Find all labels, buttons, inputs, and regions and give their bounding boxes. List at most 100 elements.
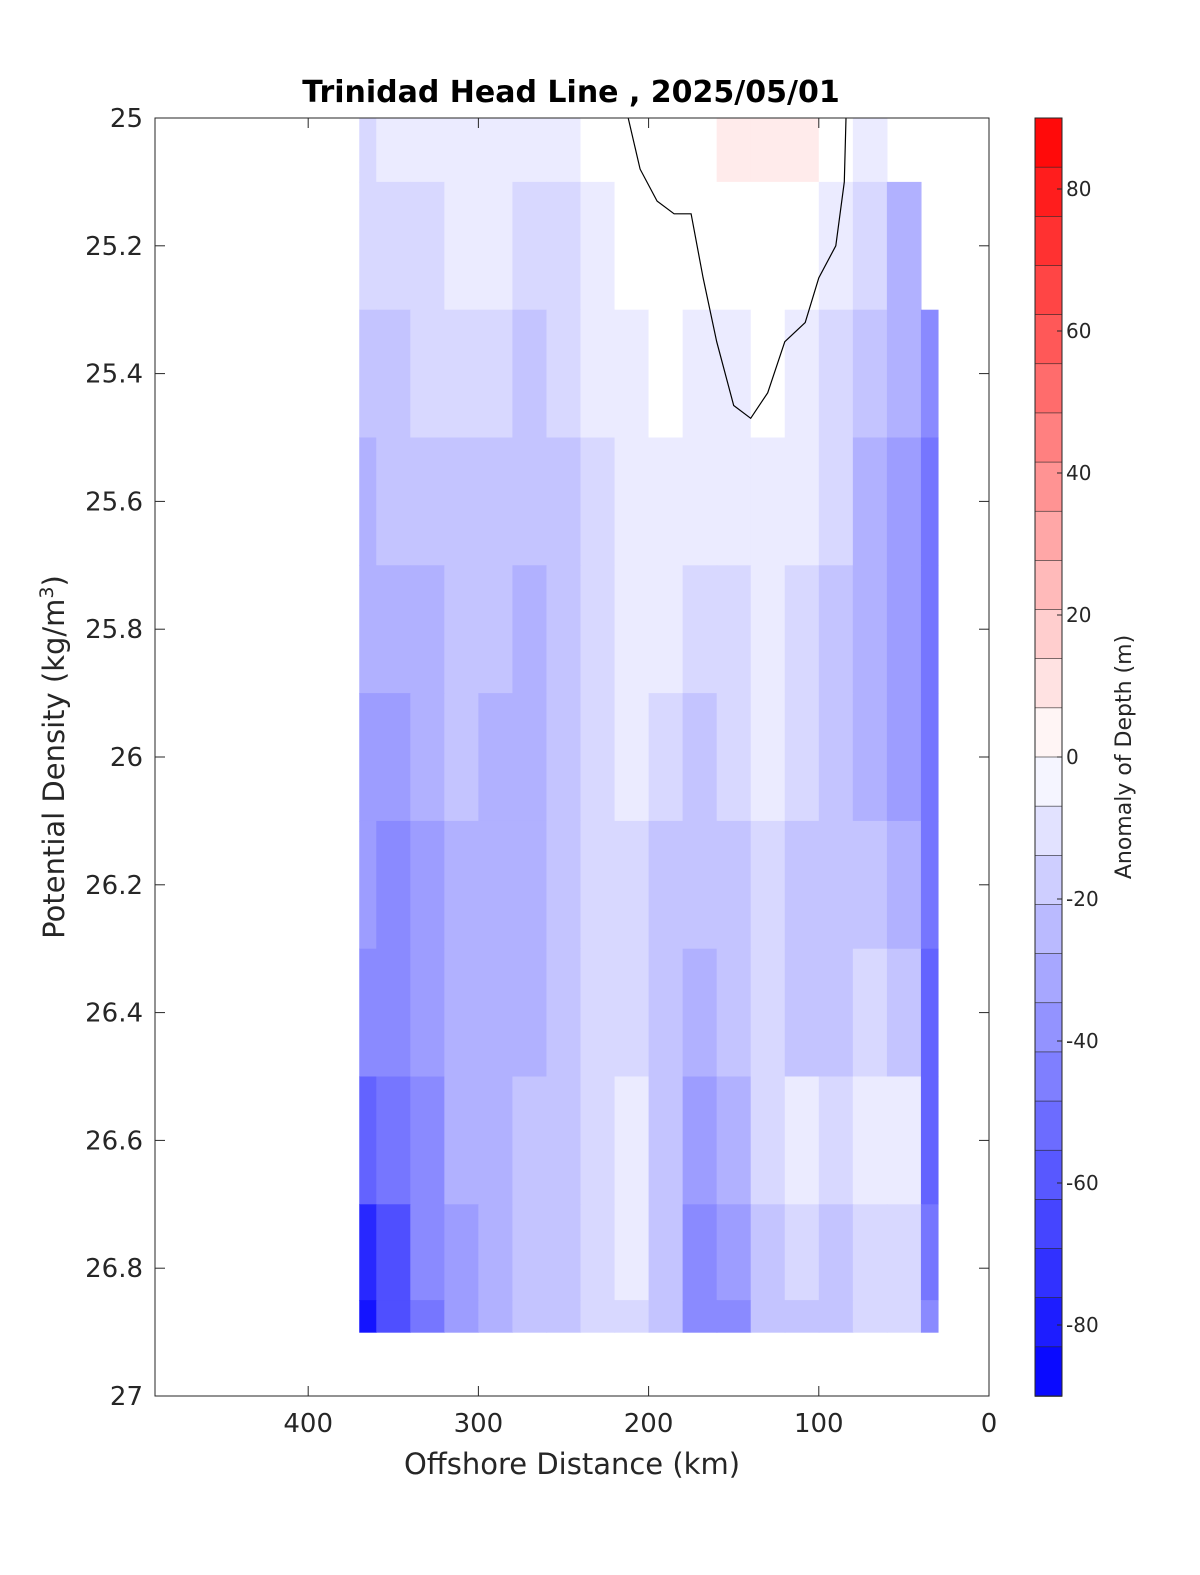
- heatmap-cell: [920, 309, 939, 439]
- y-axis-label: Potential Density (kg/m3): [36, 575, 71, 939]
- heatmap-cell: [648, 1204, 684, 1301]
- heatmap-cell: [852, 1076, 888, 1205]
- heatmap-cell: [886, 1300, 922, 1333]
- heatmap-cell: [682, 181, 718, 311]
- heatmap-cell: [648, 309, 684, 439]
- heatmap-cell: [512, 948, 548, 1078]
- heatmap-cell: [478, 181, 514, 311]
- heatmap-cell: [784, 309, 820, 439]
- heatmap-cell: [478, 309, 514, 439]
- heatmap-cell: [818, 437, 854, 566]
- colorbar-tick-label: 80: [1066, 177, 1091, 201]
- heatmap-cell: [546, 1204, 582, 1301]
- heatmap-cell: [614, 565, 650, 694]
- heatmap-cell: [376, 309, 411, 439]
- colorbar-tick-label: 60: [1066, 319, 1091, 343]
- heatmap-cell: [359, 1204, 377, 1301]
- colorbar-band: [1034, 756, 1063, 807]
- y-tick-label: 25.2: [85, 232, 143, 262]
- x-tick-label: 400: [283, 1409, 333, 1439]
- heatmap-cell: [512, 309, 548, 439]
- colorbar-band: [1034, 117, 1063, 168]
- heatmap-cell: [648, 118, 684, 183]
- heatmap-cell: [546, 1300, 582, 1333]
- heatmap-cell: [376, 118, 411, 183]
- y-axis-label-sup: 3: [36, 586, 58, 598]
- heatmap-cell: [512, 1076, 548, 1205]
- heatmap-cell: [444, 309, 479, 439]
- heatmap-cell: [920, 1076, 939, 1205]
- heatmap-cell: [444, 1204, 479, 1301]
- heatmap-cell: [750, 1300, 786, 1333]
- heatmap-cell: [478, 565, 514, 694]
- heatmap-cell: [478, 1300, 514, 1333]
- colorbar-band: [1034, 1297, 1063, 1348]
- heatmap-cell: [580, 181, 616, 311]
- heatmap-cell: [682, 1300, 718, 1333]
- heatmap-cell: [580, 948, 616, 1078]
- heatmap-cell: [359, 693, 377, 822]
- heatmap-cell: [478, 948, 514, 1078]
- colorbar-tick-label: -40: [1066, 1029, 1099, 1053]
- y-tick-label: 26.6: [85, 1126, 143, 1156]
- y-axis-label-close: ): [37, 575, 71, 586]
- heatmap-cell: [682, 118, 718, 183]
- heatmap-cell: [784, 820, 820, 950]
- colorbar-band: [1034, 1051, 1063, 1102]
- plot-area: [154, 117, 990, 1397]
- heatmap-cell: [444, 1300, 479, 1333]
- heatmap-cell: [512, 1204, 548, 1301]
- heatmap-cells: [359, 118, 939, 1333]
- heatmap-cell: [750, 181, 786, 311]
- heatmap-cell: [750, 309, 786, 439]
- heatmap-cell: [886, 1204, 922, 1301]
- heatmap-cell: [376, 1076, 411, 1205]
- heatmap-cell: [614, 437, 650, 566]
- heatmap-cell: [716, 820, 752, 950]
- colorbar-band: [1034, 265, 1063, 316]
- heatmap-cell: [682, 309, 718, 439]
- heatmap-cell: [546, 118, 582, 183]
- heatmap-cell: [410, 1300, 445, 1333]
- heatmap-cell: [512, 1300, 548, 1333]
- heatmap-cell: [852, 693, 888, 822]
- colorbar-band: [1034, 166, 1063, 218]
- heatmap-cell: [852, 820, 888, 950]
- heatmap-cell: [784, 1204, 820, 1301]
- colorbar-band: [1034, 904, 1063, 955]
- heatmap-cell: [546, 181, 582, 311]
- colorbar-band: [1034, 609, 1063, 660]
- heatmap-cell: [546, 437, 582, 566]
- heatmap-cell: [886, 693, 922, 822]
- heatmap-cell: [512, 118, 548, 183]
- heatmap-cell: [818, 1300, 854, 1333]
- heatmap-cell: [580, 1076, 616, 1205]
- heatmap-cell: [376, 820, 411, 950]
- heatmap-cell: [716, 1204, 752, 1301]
- colorbar-band: [1034, 1248, 1063, 1299]
- colorbar-band: [1034, 363, 1063, 414]
- heatmap-cell: [410, 437, 445, 566]
- heatmap-cell: [750, 820, 786, 950]
- heatmap-cell: [546, 1076, 582, 1205]
- heatmap-cell: [920, 565, 939, 694]
- heatmap-cell: [410, 693, 445, 822]
- heatmap-cell: [852, 437, 888, 566]
- heatmap-cell: [359, 948, 377, 1078]
- y-axis-label-main: Potential Density (kg/m: [37, 599, 71, 939]
- heatmap-cell: [852, 181, 888, 311]
- heatmap-cell: [648, 820, 684, 950]
- heatmap-cell: [410, 181, 445, 311]
- heatmap-cell: [580, 1204, 616, 1301]
- heatmap-cell: [750, 948, 786, 1078]
- heatmap-cell: [886, 820, 922, 950]
- heatmap-cell: [376, 1300, 411, 1333]
- heatmap-cell: [920, 1300, 939, 1333]
- heatmap-cell: [546, 693, 582, 822]
- heatmap-cell: [852, 1204, 888, 1301]
- colorbar-label: Anomaly of Depth (m): [1112, 635, 1137, 879]
- heatmap-cell: [852, 565, 888, 694]
- colorbar-band: [1034, 510, 1063, 562]
- heatmap-cell: [359, 118, 377, 183]
